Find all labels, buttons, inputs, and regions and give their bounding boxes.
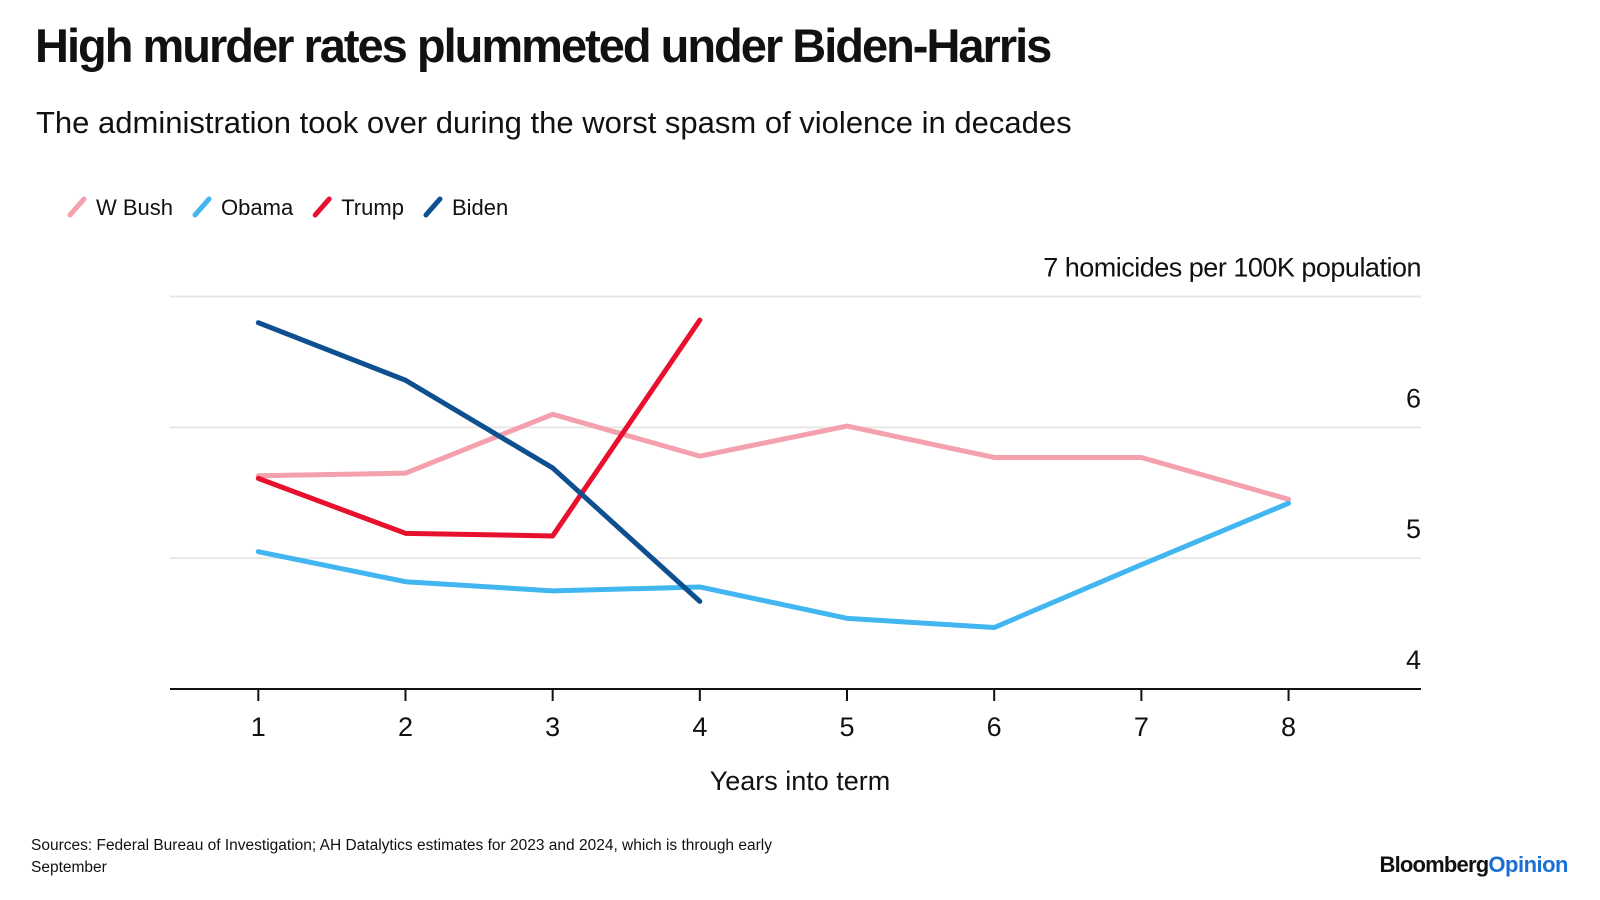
x-tick-label: 5 — [839, 712, 854, 742]
y-tick-label: 7 homicides per 100K population — [1043, 253, 1421, 283]
x-tick-label: 1 — [251, 712, 266, 742]
legend-swatch — [192, 196, 212, 218]
x-tick-label: 4 — [692, 712, 707, 742]
y-tick-label: 5 — [1406, 514, 1421, 544]
chart-subtitle: The administration took over during the … — [36, 105, 1072, 140]
legend-swatch — [67, 196, 87, 218]
x-tick-label: 2 — [398, 712, 413, 742]
source-note: Sources: Federal Bureau of Investigation… — [31, 837, 772, 876]
chart-title: High murder rates plummeted under Biden-… — [35, 19, 1051, 72]
series-line — [255, 500, 1292, 631]
x-tick-label: 6 — [987, 712, 1002, 742]
y-tick-label: 6 — [1406, 383, 1421, 413]
y-tick-label: 4 — [1406, 645, 1421, 675]
legend-label: Biden — [452, 195, 508, 220]
x-tick-label: 7 — [1134, 712, 1149, 742]
series-line — [255, 317, 703, 539]
legend-label: Obama — [221, 195, 294, 220]
brand-suffix: Opinion — [1488, 852, 1568, 877]
legend-label: Trump — [341, 195, 404, 220]
x-axis-title: Years into term — [710, 766, 891, 796]
legend-label: W Bush — [96, 195, 173, 220]
x-tick-label: 3 — [545, 712, 560, 742]
series-line — [255, 320, 703, 604]
brand-name: Bloomberg — [1379, 852, 1488, 877]
x-tick-label: 8 — [1281, 712, 1296, 742]
legend-swatch — [312, 196, 332, 218]
series-line — [255, 411, 1292, 502]
legend-swatch — [423, 196, 443, 218]
